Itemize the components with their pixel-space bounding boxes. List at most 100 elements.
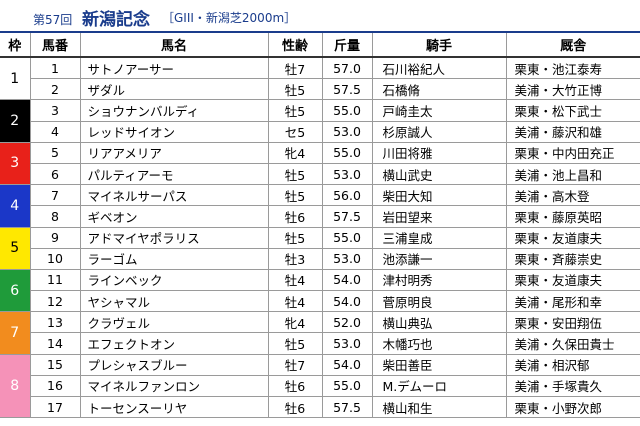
jockey-name: 杉原誠人 [372, 121, 507, 143]
jockey-name: 石川裕紀人 [372, 57, 507, 80]
horse-name: パルティアーモ [80, 163, 269, 186]
waku-cell: 6 [0, 269, 31, 313]
horse-number: 8 [30, 205, 81, 228]
horse-name: サトノアーサー [80, 57, 269, 80]
horse-number: 14 [30, 332, 81, 355]
jockey-name: 柴田大知 [372, 184, 507, 207]
header-divider [0, 31, 640, 33]
trainer-name: 栗東・友道康夫 [506, 227, 640, 249]
horse-number: 6 [30, 163, 81, 186]
jockey-name: 柴田善臣 [372, 354, 507, 376]
sex-age: 牡5 [268, 163, 323, 186]
trainer-name: 美浦・高木登 [506, 184, 640, 207]
horse-number: 5 [30, 142, 81, 164]
carried-weight: 54.0 [322, 354, 373, 376]
waku-cell: 1 [0, 57, 31, 101]
sex-age: 牡7 [268, 354, 323, 376]
table-header-row: 枠 馬番 馬名 性齢 斤量 騎手 厩舎 [0, 33, 640, 58]
horse-name: トーセンスーリヤ [80, 396, 269, 419]
trainer-name: 栗東・小野次郎 [506, 396, 640, 419]
column-header-trainer: 厩舎 [506, 33, 640, 58]
carried-weight: 54.0 [322, 290, 373, 313]
trainer-name: 栗東・友道康夫 [506, 269, 640, 292]
jockey-name: 木幡巧也 [372, 332, 507, 355]
horse-number: 9 [30, 227, 81, 249]
waku-cell: 7 [0, 311, 31, 355]
horse-number: 13 [30, 311, 81, 334]
race-info: ［GIII・新潟芝2000m］ [162, 11, 297, 25]
race-header: 第57回 新潟記念 ［GIII・新潟芝2000m］ [0, 0, 640, 32]
waku-cell: 2 [0, 99, 31, 143]
column-header-horse: 馬名 [80, 33, 269, 58]
horse-number: 10 [30, 248, 81, 270]
sex-age: 牡5 [268, 99, 323, 122]
horse-number: 7 [30, 184, 81, 207]
jockey-name: 津村明秀 [372, 269, 507, 292]
waku-cell: 8 [0, 354, 31, 419]
table-row: 4 7 マイネルサーパス 牡5 56.0 柴田大知 美浦・高木登 [0, 184, 640, 228]
jockey-name: 三浦皇成 [372, 227, 507, 249]
jockey-name: 横山和生 [372, 396, 507, 419]
table-row: 16 マイネルファンロン 牡6 55.0 M.デムーロ 美浦・手塚貴久 [0, 375, 640, 398]
horse-name: レッドサイオン [80, 121, 269, 143]
trainer-name: 美浦・池上昌和 [506, 163, 640, 186]
horse-name: リアアメリア [80, 142, 269, 164]
jockey-name: 横山武史 [372, 163, 507, 186]
sex-age: 牝4 [268, 311, 323, 334]
horse-number: 11 [30, 269, 81, 292]
carried-weight: 53.0 [322, 332, 373, 355]
sex-age: 牝4 [268, 142, 323, 164]
horse-number: 1 [30, 57, 81, 80]
entry-table: 枠 馬番 馬名 性齢 斤量 騎手 厩舎 1 1 サトノアーサー 牡7 57.0 石川裕紀人… [0, 33, 640, 419]
trainer-name: 栗東・斉藤崇史 [506, 248, 640, 270]
sex-age: 牡3 [268, 248, 323, 270]
column-header-waku: 枠 [0, 33, 31, 58]
table-row: 8 ギベオン 牡6 57.5 岩田望来 栗東・藤原英昭 [0, 205, 640, 228]
sex-age: 牡5 [268, 78, 323, 101]
jockey-name: 川田将雅 [372, 142, 507, 164]
table-row: 12 ヤシャマル 牡4 54.0 菅原明良 美浦・尾形和幸 [0, 290, 640, 313]
race-edition: 第57回 [33, 13, 73, 27]
sex-age: 牡7 [268, 57, 323, 80]
horse-name: ヤシャマル [80, 290, 269, 313]
horse-number: 2 [30, 78, 81, 101]
trainer-name: 栗東・池江泰寿 [506, 57, 640, 80]
table-row: 2 3 ショウナンバルディ 牡5 55.0 戸崎圭太 栗東・松下武士 [0, 99, 640, 143]
table-row: 3 5 リアアメリア 牝4 55.0 川田将雅 栗東・中内田充正 [0, 142, 640, 186]
sex-age: 牡5 [268, 184, 323, 207]
table-row: 5 9 アドマイヤポラリス 牡5 55.0 三浦皇成 栗東・友道康夫 [0, 227, 640, 270]
horse-name: マイネルファンロン [80, 375, 269, 398]
horse-number: 12 [30, 290, 81, 313]
column-header-jockey: 騎手 [372, 33, 507, 58]
horse-name: エフェクトオン [80, 332, 269, 355]
sex-age: 牡6 [268, 396, 323, 419]
waku-cell: 4 [0, 184, 31, 228]
table-row: 4 レッドサイオン セ5 53.0 杉原誠人 美浦・藤沢和雄 [0, 121, 640, 143]
trainer-name: 美浦・相沢郁 [506, 354, 640, 376]
entry-rows: 1 1 サトノアーサー 牡7 57.0 石川裕紀人 栗東・池江泰寿 2 ザダル 牡5 57.5 石橋脩… [0, 57, 640, 419]
table-row: 6 パルティアーモ 牡5 53.0 横山武史 美浦・池上昌和 [0, 163, 640, 186]
race-title: 新潟記念 [82, 10, 150, 30]
horse-number: 15 [30, 354, 81, 376]
sex-age: 牡6 [268, 375, 323, 398]
trainer-name: 美浦・尾形和幸 [506, 290, 640, 313]
horse-name: マイネルサーパス [80, 184, 269, 207]
trainer-name: 栗東・中内田充正 [506, 142, 640, 164]
jockey-name: 池添謙一 [372, 248, 507, 270]
jockey-name: 横山典弘 [372, 311, 507, 334]
sex-age: 牡6 [268, 205, 323, 228]
horse-name: アドマイヤポラリス [80, 227, 269, 249]
table-row: 1 1 サトノアーサー 牡7 57.0 石川裕紀人 栗東・池江泰寿 [0, 57, 640, 101]
sex-age: 牡5 [268, 332, 323, 355]
horse-name: プレシャスブルー [80, 354, 269, 376]
horse-number: 3 [30, 99, 81, 122]
carried-weight: 53.0 [322, 248, 373, 270]
carried-weight: 54.0 [322, 269, 373, 292]
horse-name: ギベオン [80, 205, 269, 228]
carried-weight: 53.0 [322, 121, 373, 143]
trainer-name: 美浦・藤沢和雄 [506, 121, 640, 143]
jockey-name: 菅原明良 [372, 290, 507, 313]
table-row: 7 13 クラヴェル 牝4 52.0 横山典弘 栗東・安田翔伍 [0, 311, 640, 355]
sex-age: 牡4 [268, 290, 323, 313]
trainer-name: 美浦・手塚貴久 [506, 375, 640, 398]
